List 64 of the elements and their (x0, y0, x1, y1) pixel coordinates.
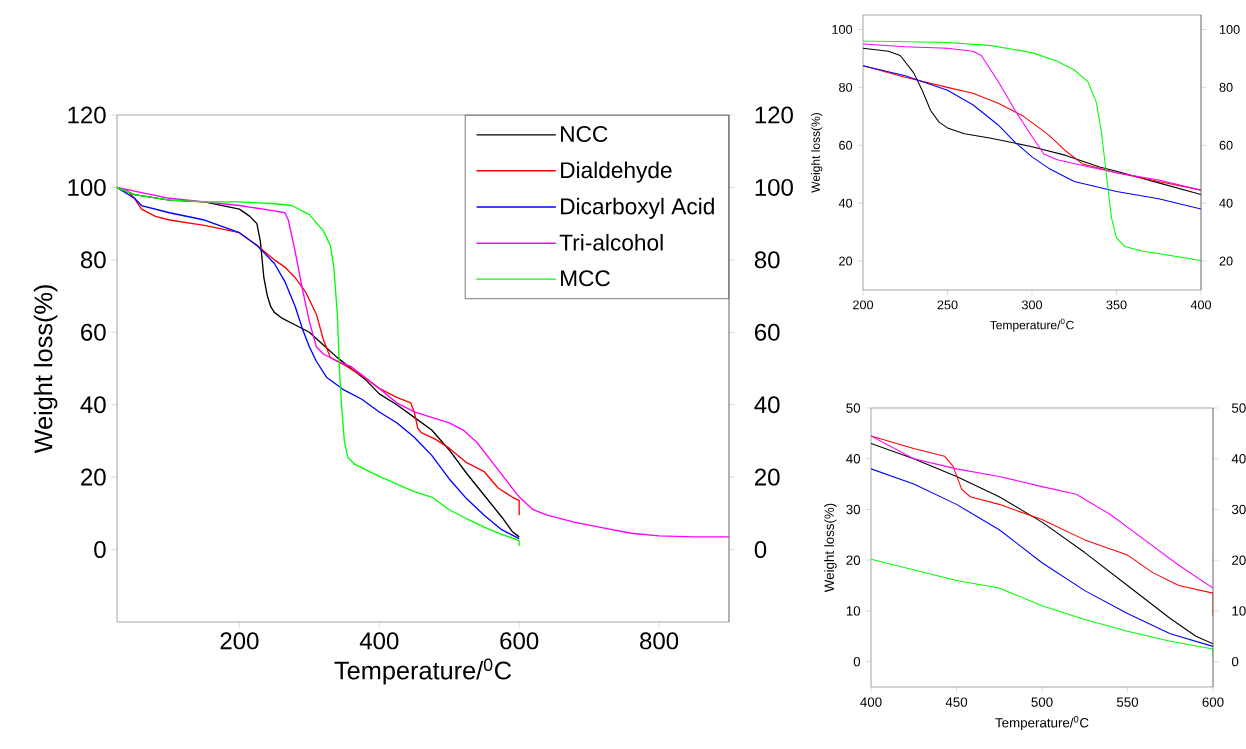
y-tick-label: 0 (853, 656, 861, 667)
legend-label: MCC (561, 270, 610, 287)
line-series (871, 435, 1213, 589)
y2-tick-label: 0 (754, 541, 767, 559)
x-tick-label: 800 (640, 632, 679, 650)
x-axis-title: Temperature/$^{0}$C (334, 658, 512, 685)
x-tick-label: 300 (1021, 300, 1043, 310)
y2-tick-label: 60 (755, 323, 780, 341)
y2-tick-label: 30 (1231, 504, 1246, 515)
x-tick-label: 600 (500, 632, 539, 650)
x-axis-title: Temperature/$^{0}$C (990, 318, 1074, 332)
x-tick-label: 400 (860, 697, 882, 707)
x-tick-label: 550 (1116, 697, 1139, 707)
y2-tick-label: 20 (1219, 256, 1233, 266)
y2-tick-label: 20 (1232, 555, 1246, 565)
y-tick-label: 100 (68, 178, 106, 196)
legend-label: Tri-alcohol (559, 234, 663, 251)
y2-tick-label: 40 (1219, 198, 1233, 208)
y-tick-label: 40 (80, 396, 106, 414)
y-tick-label: 80 (839, 82, 853, 92)
y2-tick-label: 60 (1219, 140, 1233, 150)
x-tick-label: 400 (359, 632, 399, 650)
y2-tick-label: 0 (1231, 656, 1239, 667)
line-series (117, 186, 729, 538)
y-axis-title: Weight loss(%) (811, 113, 823, 193)
y-tick-label: 40 (846, 454, 861, 464)
y2-tick-label: 50 (1231, 403, 1246, 413)
y2-tick-label: 100 (1219, 24, 1240, 34)
x-tick-label: 400 (1190, 300, 1212, 310)
x-tick-label: 250 (937, 300, 958, 310)
y-tick-label: 120 (68, 106, 106, 124)
x-tick-label: 350 (1106, 300, 1127, 310)
y-tick-label: 20 (846, 555, 861, 565)
y-tick-label: 40 (838, 198, 853, 208)
y-tick-label: 20 (81, 468, 106, 486)
y-tick-label: 60 (81, 323, 106, 341)
y2-tick-label: 10 (1232, 606, 1246, 616)
y-tick-label: 20 (839, 256, 853, 266)
y-tick-label: 100 (832, 24, 853, 34)
x-tick-label: 200 (220, 632, 259, 650)
y2-tick-label: 40 (754, 396, 780, 414)
y2-tick-label: 80 (1219, 82, 1233, 92)
y2-tick-label: 80 (754, 251, 780, 269)
y2-tick-label: 20 (755, 468, 780, 486)
y2-tick-label: 120 (755, 106, 793, 124)
x-tick-label: 600 (1202, 697, 1224, 707)
y-tick-label: 30 (846, 504, 861, 515)
x-tick-label: 500 (1031, 697, 1053, 707)
y2-tick-label: 40 (1231, 454, 1246, 464)
y2-tick-label: 100 (755, 178, 793, 196)
y-tick-label: 10 (846, 606, 861, 616)
x-tick-label: 200 (853, 300, 874, 310)
y-axis-title: Weight loss(%) (33, 285, 58, 454)
x-axis-title: Temperature/$^{0}$C (995, 716, 1089, 731)
legend-label: NCC (561, 125, 608, 142)
x-tick-label: 450 (945, 697, 968, 707)
y-tick-label: 80 (80, 251, 106, 269)
y-tick-label: 0 (94, 541, 106, 559)
legend-label: Dialdehyde (561, 161, 672, 183)
y-axis-title: Weight loss(%) (824, 503, 837, 593)
y-tick-label: 50 (846, 403, 861, 413)
legend-label: Dicarboxyl Acid (561, 197, 714, 219)
line-series (863, 40, 1201, 261)
y-tick-label: 60 (839, 140, 853, 150)
